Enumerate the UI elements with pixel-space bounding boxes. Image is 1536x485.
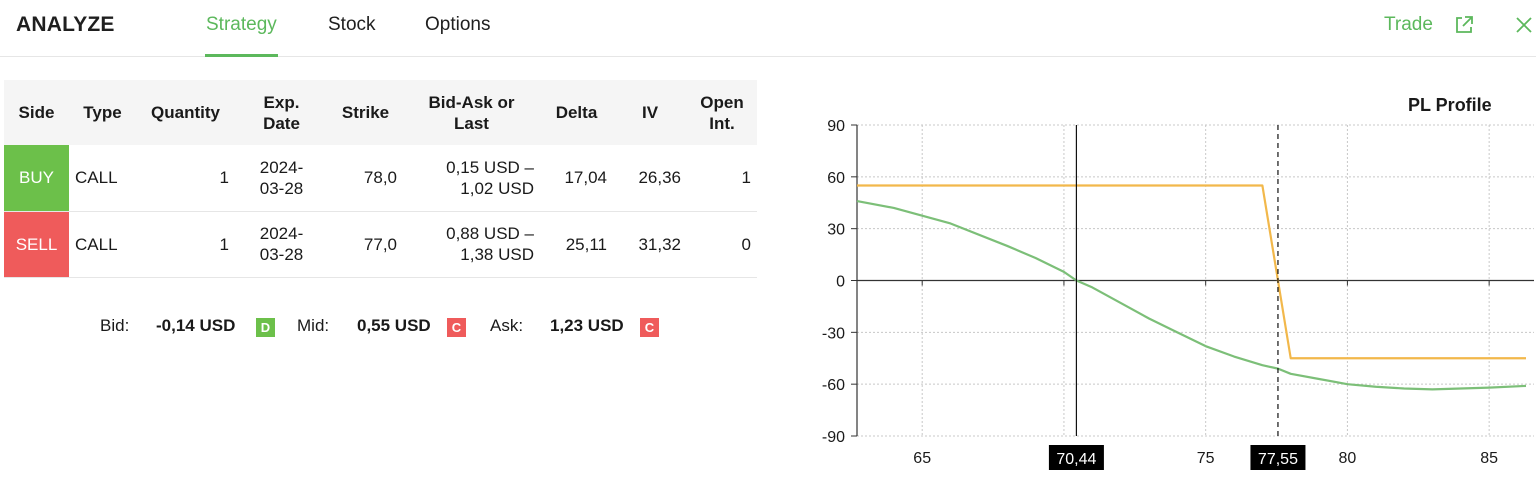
marker-label: 70,44	[1056, 451, 1096, 468]
cell-exp-date-line2: 03-28	[259, 178, 304, 198]
mid-credit-badge: C	[447, 318, 466, 337]
side-sell-button[interactable]: SELL	[4, 211, 69, 278]
header-bid-ask: Bid-Ask or Last	[403, 80, 540, 145]
x-tick-label: 75	[1197, 450, 1215, 467]
app-title: ANALYZE	[16, 13, 115, 36]
header-bid-ask-line1: Bid-Ask or	[428, 92, 515, 112]
y-tick-label: -30	[822, 325, 845, 342]
header-exp-date-line1: Exp.	[263, 92, 300, 112]
bid-label: Bid:	[100, 316, 130, 335]
cell-iv: 31,32	[613, 211, 687, 278]
header-open-int: Open Int.	[687, 80, 757, 145]
header-bid-ask-line2: Last	[454, 113, 489, 133]
bid-value: -0,14 USD	[156, 316, 236, 335]
mid-label: Mid:	[297, 316, 330, 335]
header-iv: IV	[613, 80, 687, 145]
header-open-int-line2: Int.	[709, 113, 735, 133]
x-tick-label: 85	[1480, 450, 1498, 467]
header-exp-date-line2: Date	[263, 113, 300, 133]
y-tick-label: 0	[836, 274, 845, 291]
y-tick-label: -60	[822, 377, 845, 394]
cell-delta: 25,11	[540, 211, 613, 278]
pl-expiry-line	[857, 184, 1526, 360]
side-buy-button[interactable]: BUY	[4, 145, 69, 212]
cell-quantity[interactable]: 1	[136, 211, 235, 278]
cell-strike[interactable]: 78,0	[328, 145, 403, 212]
cell-bid-ask: 0,15 USD –1,02 USD	[403, 145, 540, 212]
tab-strategy[interactable]: Strategy	[205, 14, 278, 57]
cell-open-int: 0	[687, 211, 757, 278]
tab-stock[interactable]: Stock	[328, 14, 376, 35]
cell-bid-ask-line2: 1,38 USD	[460, 245, 534, 264]
close-icon[interactable]	[1513, 14, 1535, 36]
header-quantity: Quantity	[136, 80, 235, 145]
header: ANALYZE Strategy Stock Options Trade	[0, 0, 1536, 57]
table-header-row: Side Type Quantity Exp. Date Strike Bid-A…	[4, 80, 757, 145]
cell-exp-date: 2024- 03-28	[235, 211, 328, 278]
ask-value: 1,23 USD	[550, 316, 624, 335]
cell-bid-ask: 0,88 USD – 1,38 USD	[403, 211, 540, 278]
mid-value: 0,55 USD	[357, 316, 431, 335]
cell-bid-ask-line2: 1,02 USD	[460, 178, 534, 198]
y-tick-label: -90	[822, 429, 845, 446]
cell-exp-date: 2024- 03-28	[235, 145, 328, 212]
ask-credit-badge: C	[640, 318, 659, 337]
cell-iv: 26,36	[613, 145, 687, 212]
external-link-icon[interactable]	[1453, 14, 1475, 36]
x-tick-label: 80	[1339, 450, 1357, 467]
cell-exp-date-line2: 03-28	[259, 245, 304, 264]
bid-debit-badge: D	[256, 318, 275, 337]
cell-strike[interactable]: 77,0	[328, 211, 403, 278]
table-row[interactable]: BUY CALL 1 2024- 03-28 78,0 0,15 USD –1,0…	[4, 145, 757, 212]
legs-table: Side Type Quantity Exp. Date Strike Bid-A…	[4, 80, 757, 278]
marker-label-box	[1250, 445, 1306, 470]
y-tick-label: 60	[827, 170, 845, 187]
cell-open-int: 1	[687, 145, 757, 212]
cell-exp-date-line1: 2024-	[259, 157, 304, 177]
cell-exp-date-line1: 2024-	[259, 224, 304, 243]
tab-options[interactable]: Options	[425, 14, 491, 35]
trade-link[interactable]: Trade	[1384, 14, 1433, 35]
cell-type: CALL	[69, 211, 136, 278]
marker-label-box	[1048, 445, 1104, 470]
cell-type: CALL	[69, 145, 136, 212]
ask-label: Ask:	[490, 316, 524, 335]
pl-today-line	[856, 199, 1527, 391]
x-tick-label: 65	[913, 450, 931, 467]
header-delta: Delta	[540, 80, 613, 145]
cell-delta: 17,04	[540, 145, 613, 212]
y-tick-label: 30	[827, 222, 845, 239]
cell-bid-ask-line1: 0,15 USD –	[446, 157, 534, 177]
chart-title: PL Profile	[1408, 95, 1492, 115]
header-type: Type	[69, 80, 136, 145]
cell-bid-ask-line1: 0,88 USD –	[446, 224, 534, 243]
cell-quantity[interactable]: 1	[136, 145, 235, 212]
header-exp-date: Exp. Date	[235, 80, 328, 145]
header-strike: Strike	[328, 80, 403, 145]
table-row[interactable]: SELL CALL 1 2024- 03-28 77,0 0,88 USD – 1,…	[4, 211, 757, 278]
header-side: Side	[4, 80, 69, 145]
y-tick-label: 90	[827, 118, 845, 135]
marker-label: 77,55	[1258, 451, 1298, 468]
pl-profile-chart[interactable]: 90 60 30 0 -30 -60 -90 65 75 80 85 70,44 77,55	[790, 85, 1536, 485]
header-open-int-line1: Open	[700, 92, 744, 112]
